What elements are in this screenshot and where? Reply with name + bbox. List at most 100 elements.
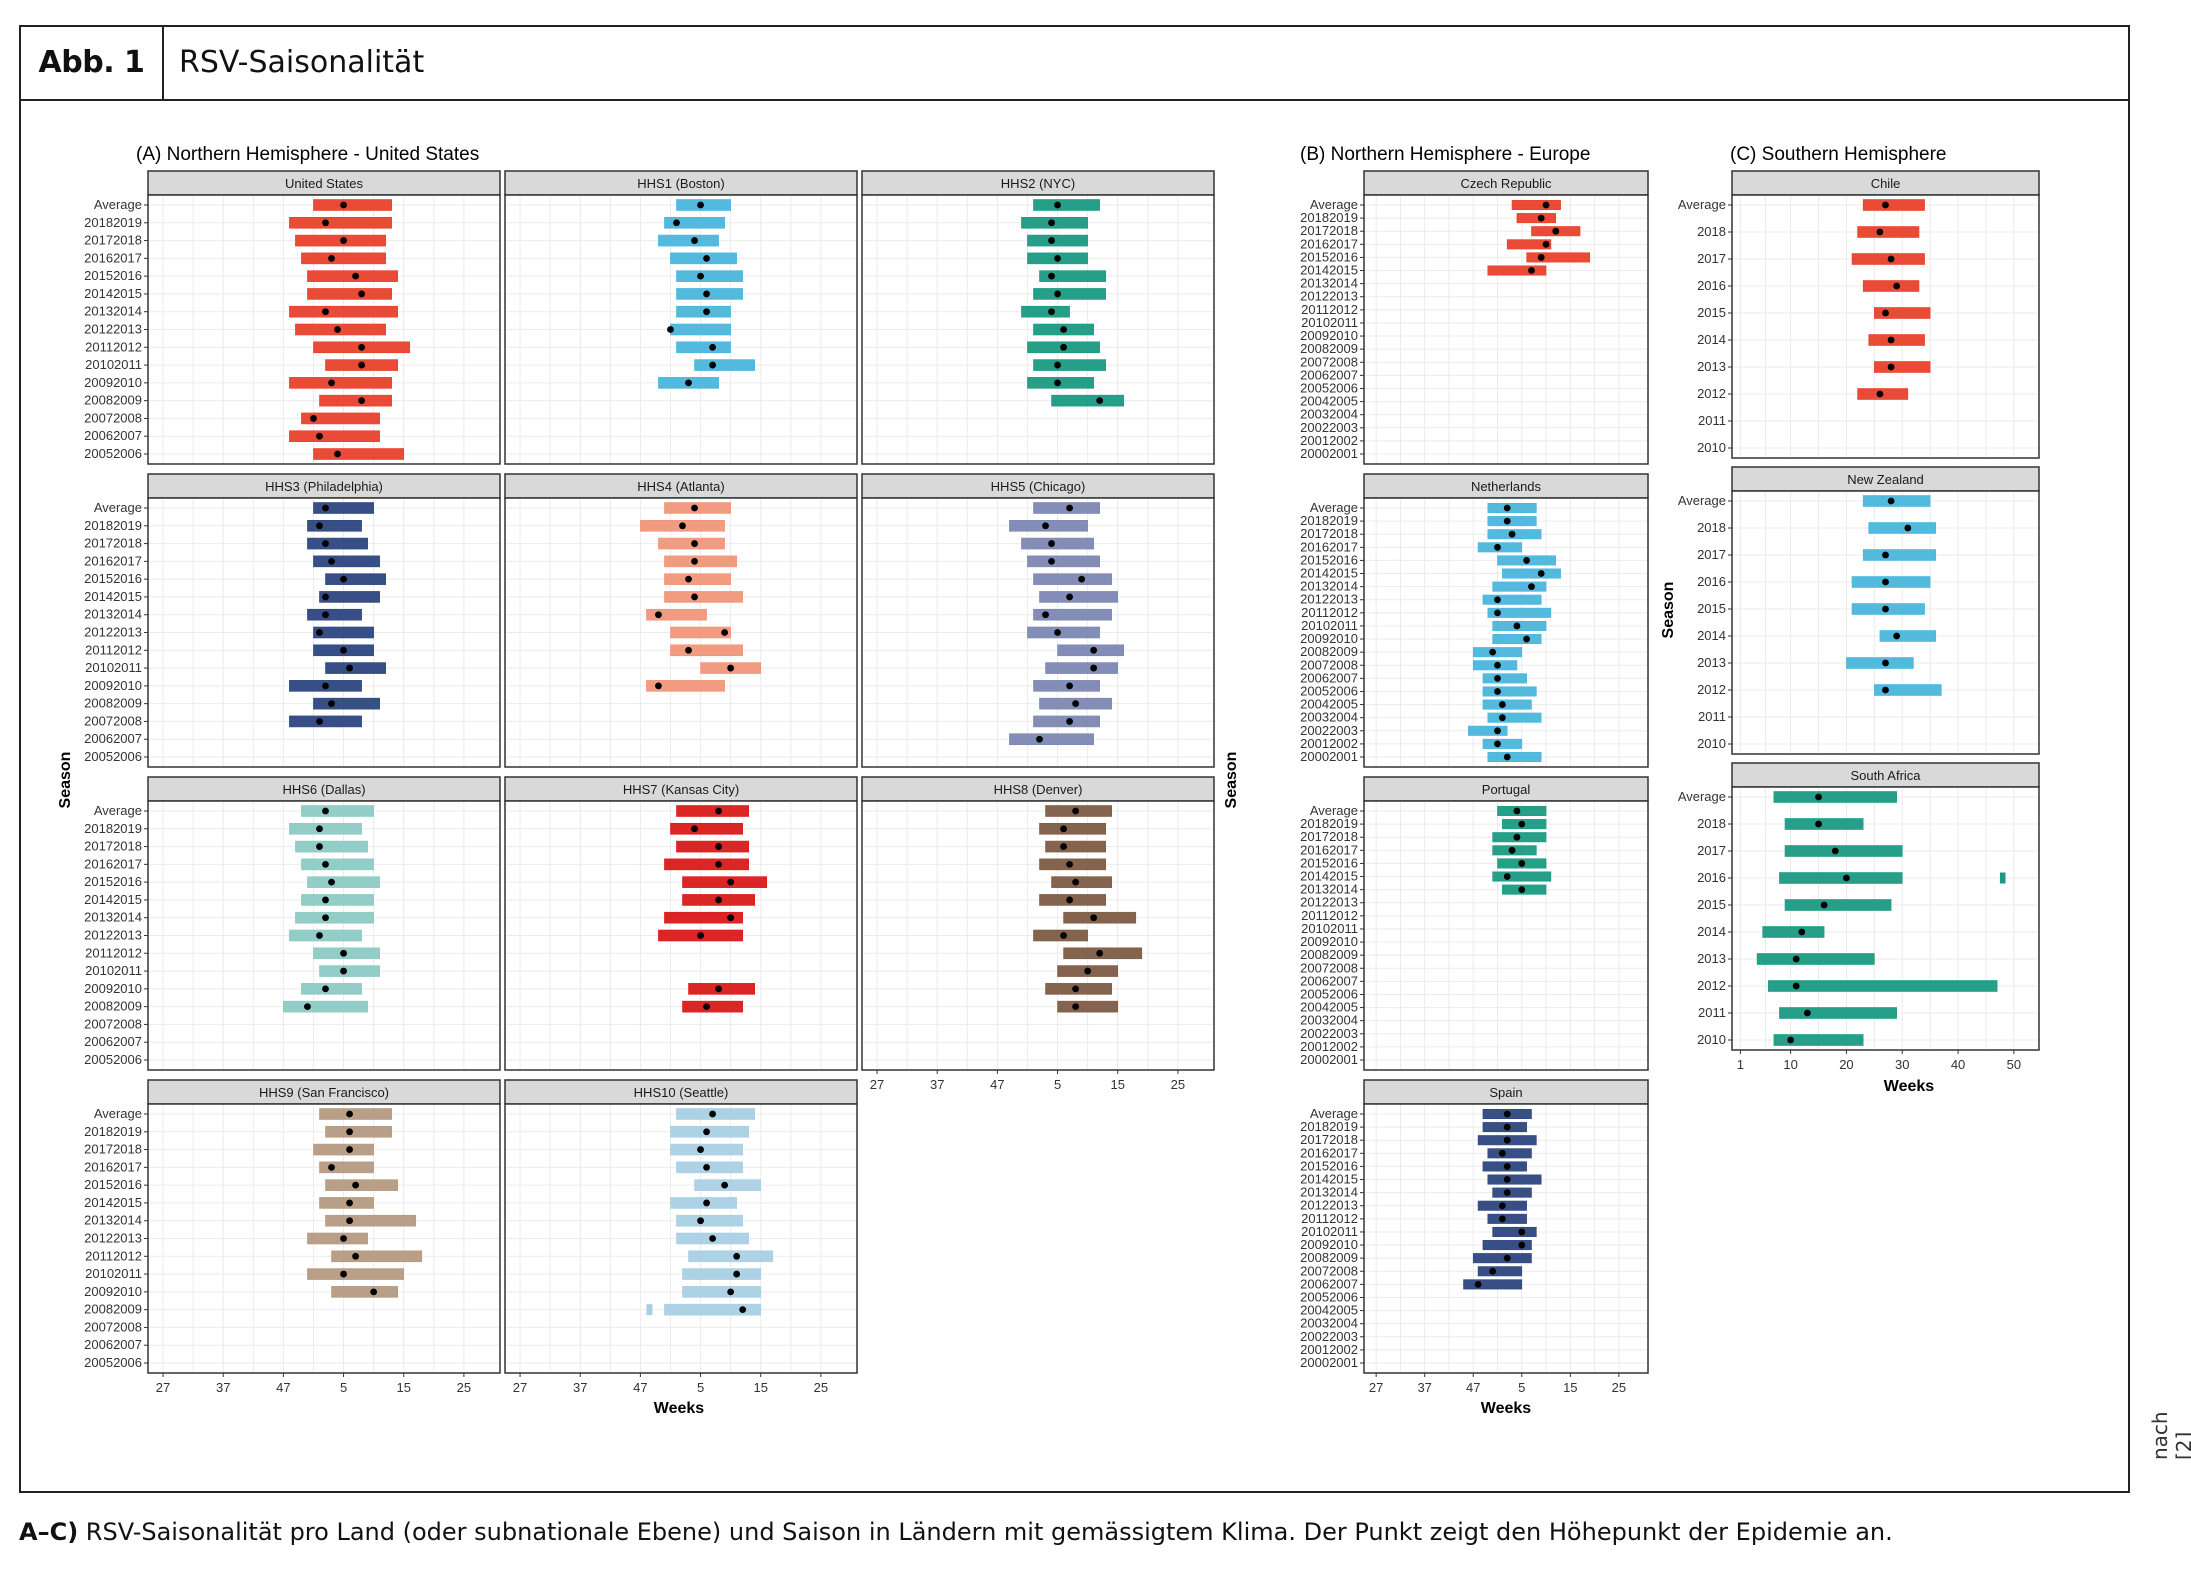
panel-chile: Chile Average 2018 2017 2016 2015 2014 2013 2012… (1678, 170, 2040, 459)
season-bar-2014 (1762, 926, 1825, 938)
x-tick-label: 20 (1839, 1057, 1853, 1072)
y-tick-label: 20112012 (85, 1248, 142, 1263)
peak-dot-20112012 (1498, 1215, 1506, 1223)
x-tick-label: 27 (870, 1077, 884, 1092)
peak-dot-2018 (1904, 524, 1912, 532)
season-bar-20132014 (325, 1214, 417, 1227)
peak-dot-20092010 (370, 1288, 378, 1296)
y-tick-label: 2012 (1697, 682, 1726, 697)
y-tick-label: 20062007 (84, 428, 142, 443)
y-tick-label: 2016 (1697, 870, 1726, 885)
y-tick-label: 20172018 (1300, 526, 1358, 541)
y-tick-label: 20182019 (1300, 210, 1358, 225)
y-tick-label: 2013 (1697, 655, 1726, 670)
season-bar-20132014 (646, 608, 707, 621)
peak-dot-20132014 (1042, 611, 1049, 619)
season-bar-20052006 (1482, 686, 1537, 697)
peak-dot-20082009 (703, 1003, 710, 1011)
y-tick-label: 20172018 (84, 536, 142, 551)
panel-portugal: PortugalAverage2018201920172018201620172… (1300, 776, 1649, 1071)
peak-dot-20142015 (715, 896, 723, 904)
season-bar-Average (1773, 791, 1897, 803)
y-tick-label: 20162017 (1300, 236, 1358, 251)
peak-dot-20112012 (733, 1252, 741, 1260)
peak-dot-20172018 (1552, 227, 1560, 235)
y-tick-label: 20182019 (84, 215, 142, 230)
y-tick-label: 20112012 (85, 642, 142, 657)
peak-dot-20162017 (328, 557, 335, 565)
figure-frame: Abb. 1 RSV-Saisonalität (19, 25, 2130, 1493)
season-bar-20062007 (1463, 1279, 1523, 1290)
season-bar-20162017 (313, 555, 380, 568)
season-bar-20102011 (1045, 662, 1119, 674)
panel-title: HHS9 (San Francisco) (259, 1085, 389, 1100)
panel-strip (1731, 170, 2040, 196)
panel-title: Czech Republic (1460, 176, 1552, 191)
season-bar-20112012 (1487, 607, 1552, 618)
x-tick-label: 40 (1951, 1057, 1965, 1072)
peak-dot-20162017 (703, 254, 710, 262)
y-tick-label: 20072008 (84, 410, 142, 425)
y-tick-label: 20032004 (1300, 1013, 1358, 1028)
x-tick-label: 5 (1518, 1380, 1525, 1395)
season-bar-20122013 (1027, 626, 1100, 639)
peak-dot-20152016 (685, 575, 692, 583)
peak-dot-20142015 (358, 290, 366, 298)
peak-dot-20162017 (328, 1163, 335, 1171)
peak-dot-20112012 (358, 343, 366, 351)
season-bar-Average (1497, 805, 1547, 817)
peak-dot-20092010 (1066, 682, 1073, 690)
peak-dot-20162017 (1508, 846, 1516, 854)
y-tick-label: 20062007 (84, 731, 142, 746)
peak-dot-20172018 (322, 540, 329, 547)
season-bar-20172018 (670, 1143, 743, 1156)
y-tick-label: 20112012 (1301, 908, 1358, 923)
season-bar-20142015 (664, 591, 743, 603)
peak-dot-20172018 (1513, 833, 1521, 841)
peak-dot-20132014 (1048, 308, 1055, 316)
y-tick-label: 20122013 (1300, 289, 1358, 304)
y-tick-label: 20152016 (1300, 855, 1358, 870)
x-tick-label: 5 (340, 1380, 347, 1395)
panel-strip (1363, 1079, 1649, 1105)
peak-dot-20122013 (334, 326, 341, 333)
season-bar-Average (313, 502, 374, 514)
y-tick-label: 20152016 (1300, 1158, 1358, 1173)
y-tick-label: 20122013 (1300, 895, 1358, 910)
y-tick-label: 2011 (1698, 1005, 1726, 1020)
peak-dot-20122013 (667, 326, 674, 333)
x-tick-label: 27 (1369, 1380, 1383, 1395)
panel-hhs10-seattle-: HHS10 (Seattle) 27 37 47 5 15 25 (504, 1079, 858, 1395)
y-tick-label: 20162017 (1300, 539, 1358, 554)
peak-dot-20132014 (322, 611, 329, 619)
y-tick-label: 20002001 (1300, 446, 1358, 461)
peak-dot-20092010 (715, 985, 723, 993)
panel-spain: Spain Average2018201920172018201620172015… (1300, 1079, 1649, 1395)
peak-dot-Average (1882, 201, 1889, 209)
y-tick-label: 2013 (1697, 359, 1726, 374)
x-tick-label: 30 (1895, 1057, 1909, 1072)
figure-header: Abb. 1 RSV-Saisonalität (21, 27, 2128, 101)
panel-strip (1363, 170, 1649, 196)
peak-dot-20072008 (1489, 1267, 1497, 1275)
season-bar-20102011 (307, 1268, 405, 1280)
peak-dot-20182019 (1537, 214, 1545, 222)
peak-dot-20172018 (340, 237, 347, 244)
peak-dot-20172018 (346, 1146, 353, 1153)
y-tick-label: 20112012 (1301, 1211, 1358, 1226)
y-tick-label: 20152016 (84, 571, 142, 586)
y-tick-label: 20002001 (1300, 1052, 1358, 1067)
y-tick-label: 20082009 (84, 999, 142, 1014)
season-bar-20142015 (307, 288, 392, 300)
peak-dot-20072008 (1066, 718, 1073, 725)
y-tick-label: 20172018 (1300, 223, 1358, 238)
peak-dot-Average (1066, 504, 1073, 512)
peak-dot-2013 (1887, 363, 1895, 371)
y-tick-label: 2017 (1697, 251, 1726, 266)
panel-strip (1731, 762, 2040, 788)
source-note: nach [2] (2148, 1411, 2191, 1460)
peak-dot-20102011 (1084, 967, 1092, 975)
panel-hhs8-denver-: HHS8 (Denver) 27 37 47 5 15 25 (861, 776, 1215, 1092)
peak-dot-20122013 (1060, 326, 1067, 333)
peak-dot-20122013 (316, 629, 323, 636)
